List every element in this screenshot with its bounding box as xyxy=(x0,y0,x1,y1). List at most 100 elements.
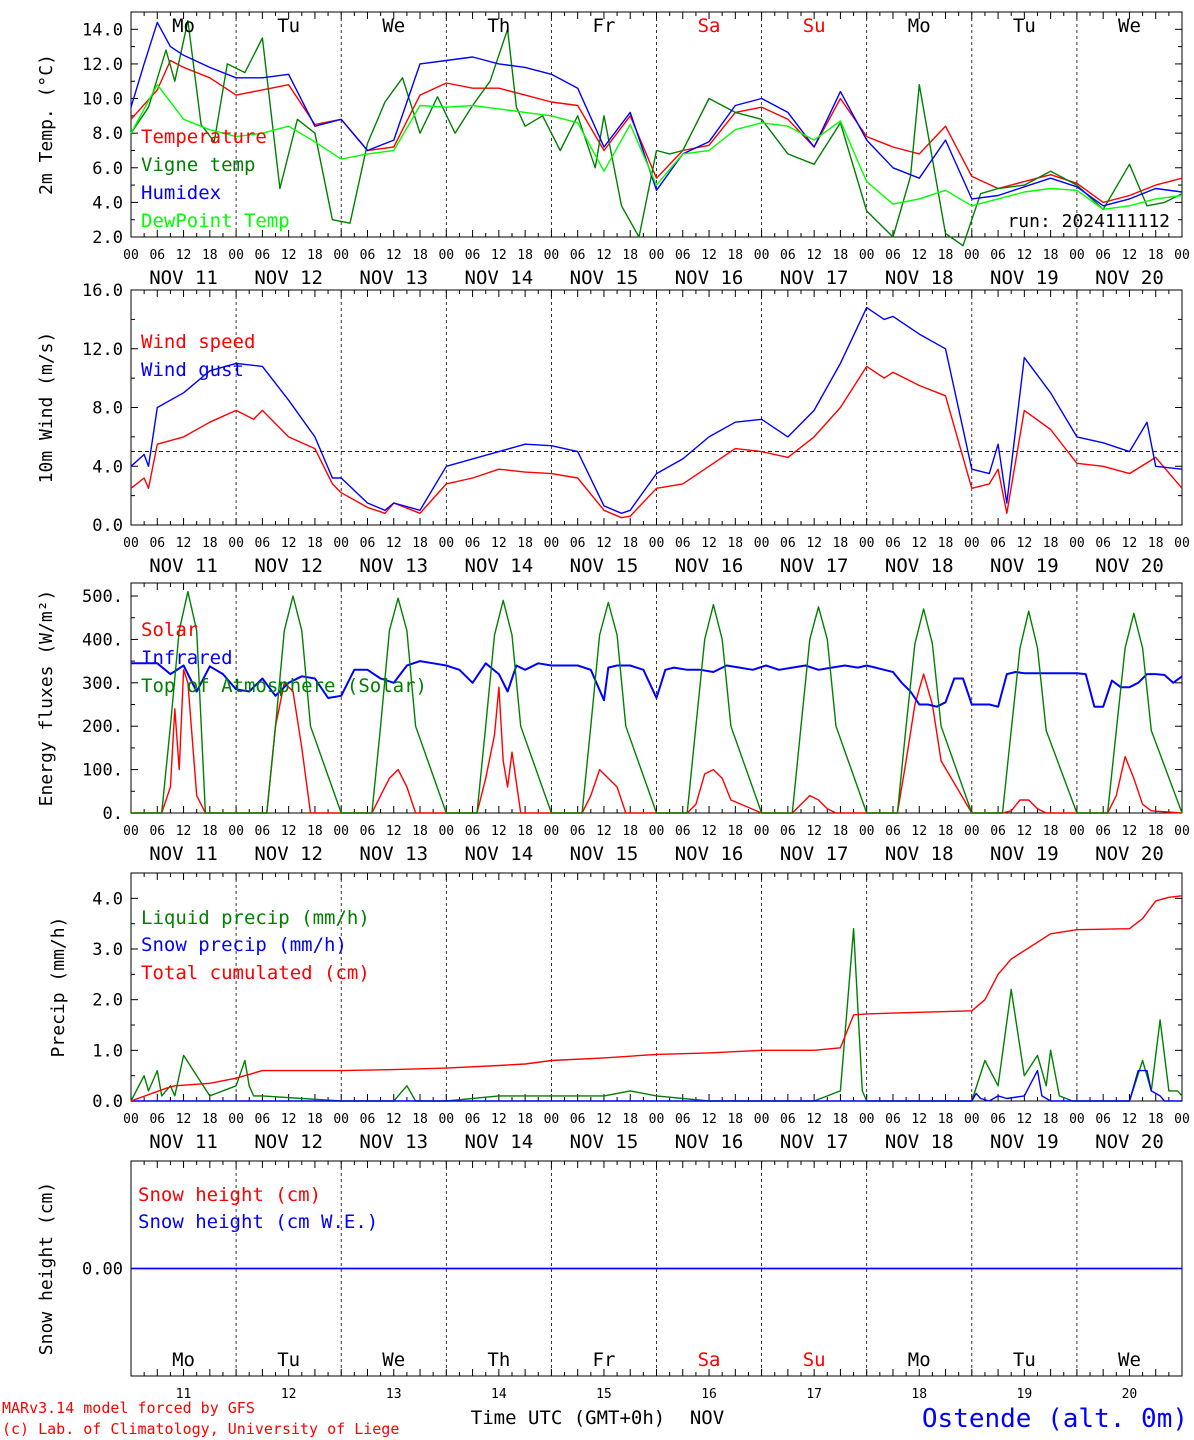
date-label: NOV 11 xyxy=(149,267,218,289)
date-label: NOV 18 xyxy=(885,1131,954,1153)
hour-tick-label: 18 xyxy=(622,824,638,839)
y-tick-label: 4.0 xyxy=(92,457,123,477)
weekday-label: Th xyxy=(487,1349,510,1371)
y-axis-label: 10m Wind (m/s) xyxy=(36,332,57,484)
hour-tick-label: 00 xyxy=(859,1112,875,1127)
hour-tick-label: 06 xyxy=(780,536,796,551)
hour-tick-label: 18 xyxy=(412,1112,428,1127)
legend-wind-gust: Wind gust xyxy=(141,359,244,381)
weekday-label: Th xyxy=(487,15,510,37)
series-top-of-atmosphere-solar- xyxy=(131,591,1183,814)
date-label: NOV 17 xyxy=(780,267,849,289)
hour-tick-label: 18 xyxy=(412,248,428,263)
weekday-label: Tu xyxy=(277,15,300,37)
hour-tick-label: 00 xyxy=(438,536,454,551)
hour-tick-label: 00 xyxy=(649,1112,665,1127)
y-tick-label: 400. xyxy=(82,630,123,650)
hour-tick-label: 00 xyxy=(228,248,244,263)
hour-tick-label: 18 xyxy=(727,824,743,839)
hour-tick-label: 06 xyxy=(255,1112,271,1127)
hour-tick-label: 12 xyxy=(1017,248,1033,263)
hour-tick-label: 18 xyxy=(938,248,954,263)
date-label: NOV 15 xyxy=(570,843,639,865)
legend-top-of-atmosphere-solar-: Top of Atmosphere (Solar) xyxy=(141,675,427,697)
hour-tick-label: 00 xyxy=(649,824,665,839)
hour-tick-label: 12 xyxy=(701,536,717,551)
date-label: NOV 14 xyxy=(465,843,534,865)
weekday-label: We xyxy=(382,15,405,37)
legend-wind-speed: Wind speed xyxy=(141,331,255,353)
hour-tick-label: 00 xyxy=(438,1112,454,1127)
hour-tick-label: 00 xyxy=(754,248,770,263)
weekday-label: Tu xyxy=(1013,1349,1036,1371)
hour-tick-label: 12 xyxy=(491,824,507,839)
hour-tick-label: 12 xyxy=(491,248,507,263)
day-number-label: 18 xyxy=(911,1387,927,1402)
series-infrared xyxy=(131,660,1183,708)
hour-tick-label: 00 xyxy=(859,824,875,839)
hour-tick-label: 12 xyxy=(911,248,927,263)
y-tick-label: 2.0 xyxy=(92,991,123,1011)
legend-infrared: Infrared xyxy=(141,647,233,669)
weekday-label: Mo xyxy=(172,1349,195,1371)
legend-dewpoint-temp: DewPoint Temp xyxy=(141,210,290,232)
date-label: NOV 15 xyxy=(570,555,639,577)
series-snow-precip-mm-h- xyxy=(131,1069,1182,1102)
hour-tick-label: 00 xyxy=(123,248,139,263)
hour-tick-label: 18 xyxy=(1043,1112,1059,1127)
y-axis-label: 2m Temp. (°C) xyxy=(36,54,57,195)
hour-tick-label: 00 xyxy=(964,824,980,839)
hour-tick-label: 06 xyxy=(885,248,901,263)
hour-tick-label: 00 xyxy=(1174,248,1190,263)
hour-tick-label: 12 xyxy=(386,536,402,551)
date-label: NOV 12 xyxy=(254,843,323,865)
hour-tick-label: 18 xyxy=(727,248,743,263)
hour-tick-label: 06 xyxy=(465,248,481,263)
y-tick-label: 12.0 xyxy=(82,340,123,360)
hour-tick-label: 12 xyxy=(596,824,612,839)
x-axis-label: Time UTC (GMT+0h) xyxy=(471,1407,665,1429)
legend-snow-precip-mm-h-: Snow precip (mm/h) xyxy=(141,934,347,956)
hour-tick-label: 06 xyxy=(570,824,586,839)
y-tick-label: 14.0 xyxy=(82,20,123,40)
legend-solar: Solar xyxy=(141,619,198,641)
hour-tick-label: 18 xyxy=(1043,248,1059,263)
hour-tick-label: 12 xyxy=(386,824,402,839)
y-tick-label: 300. xyxy=(82,674,123,694)
date-label: NOV 13 xyxy=(359,1131,428,1153)
hour-tick-label: 00 xyxy=(228,536,244,551)
date-label: NOV 12 xyxy=(254,555,323,577)
hour-tick-label: 06 xyxy=(675,824,691,839)
hour-tick-label: 00 xyxy=(228,1112,244,1127)
date-label: NOV 19 xyxy=(990,267,1059,289)
hour-tick-label: 12 xyxy=(386,1112,402,1127)
hour-tick-label: 18 xyxy=(202,824,218,839)
hour-tick-label: 12 xyxy=(1122,248,1138,263)
hour-tick-label: 06 xyxy=(570,536,586,551)
hour-tick-label: 06 xyxy=(360,536,376,551)
hour-tick-label: 06 xyxy=(675,536,691,551)
hour-tick-label: 12 xyxy=(386,248,402,263)
y-tick-label: 200. xyxy=(82,717,123,737)
station-name: Ostende (alt. 0m) xyxy=(922,1404,1188,1434)
hour-tick-label: 00 xyxy=(754,824,770,839)
y-axis-label: Snow height (cm) xyxy=(36,1182,57,1355)
weekday-label: Fr xyxy=(593,15,616,37)
hour-tick-label: 00 xyxy=(123,1112,139,1127)
date-label: NOV 16 xyxy=(675,843,744,865)
model-credit: MARv3.14 model forced by GFS xyxy=(2,1399,255,1417)
hour-tick-label: 12 xyxy=(176,1112,192,1127)
plot-frame-temp xyxy=(130,11,1183,238)
date-label: NOV 12 xyxy=(254,1131,323,1153)
date-label: NOV 13 xyxy=(359,267,428,289)
hour-tick-label: 06 xyxy=(570,248,586,263)
hour-tick-label: 12 xyxy=(1017,536,1033,551)
series-total-cumulated-cm- xyxy=(130,895,1183,1102)
hour-tick-label: 06 xyxy=(149,1112,165,1127)
date-label: NOV 14 xyxy=(465,555,534,577)
hour-tick-label: 12 xyxy=(176,824,192,839)
date-label: NOV 20 xyxy=(1095,555,1164,577)
date-label: NOV 13 xyxy=(359,555,428,577)
date-label: NOV 18 xyxy=(885,267,954,289)
date-label: NOV 17 xyxy=(780,843,849,865)
